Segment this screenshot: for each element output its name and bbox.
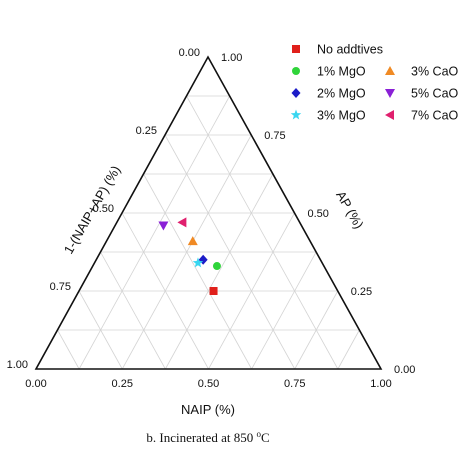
right-tick-label: 0.50 [308, 208, 329, 220]
legend-marker [291, 110, 301, 120]
legend-label: 1% MgO [317, 65, 366, 79]
grid-line [101, 252, 166, 369]
right-tick-label: 0.75 [264, 130, 285, 142]
bottom-tick-label: 1.00 [370, 378, 391, 390]
figure-caption: b. Incinerated at 850 oC [146, 429, 269, 445]
legend-marker [385, 66, 395, 75]
data-point [177, 217, 186, 227]
legend-marker [385, 89, 395, 98]
grid-line [165, 174, 273, 369]
bottom-axis-label: NAIP (%) [181, 402, 235, 417]
bottom-tick-label: 0.00 [25, 378, 46, 390]
bottom-tick-label: 0.50 [198, 378, 219, 390]
legend: No addtives 1% MgO 2% MgO 3% MgO 3% CaO 5% Ca… [291, 43, 459, 123]
right-tick-label: 1.00 [221, 52, 242, 64]
grid-lines [58, 96, 360, 369]
grid-line [58, 330, 80, 369]
left-tick-label: 1.00 [7, 359, 28, 371]
right-axis-label: AP (%) [333, 188, 366, 231]
data-point [210, 287, 218, 295]
grid-line [338, 330, 360, 369]
data-points [158, 217, 221, 295]
left-axis-label: 1-(NAIP+AP) (%) [61, 163, 124, 257]
bottom-tick-label: 0.75 [284, 378, 305, 390]
legend-marker [385, 110, 394, 120]
legend-marker [292, 88, 301, 98]
right-tick-label: 0.00 [394, 364, 415, 376]
data-point [158, 221, 168, 230]
legend-marker [292, 67, 300, 75]
left-tick-label: 0.75 [50, 281, 71, 293]
legend-label: 5% CaO [411, 87, 459, 101]
legend-label: No addtives [317, 43, 383, 57]
legend-label: 3% MgO [317, 109, 366, 123]
left-tick-label: 0.00 [179, 47, 200, 59]
grid-line [187, 96, 338, 369]
data-point [213, 262, 221, 270]
data-point [188, 236, 198, 245]
left-tick-label: 0.25 [136, 125, 157, 137]
right-tick-label: 0.25 [351, 286, 372, 298]
legend-label: 3% CaO [411, 65, 459, 79]
legend-marker [292, 45, 300, 53]
grid-line [252, 252, 317, 369]
legend-label: 7% CaO [411, 109, 459, 123]
bottom-tick-label: 0.25 [112, 378, 133, 390]
grid-line [144, 174, 252, 369]
legend-label: 2% MgO [317, 87, 366, 101]
